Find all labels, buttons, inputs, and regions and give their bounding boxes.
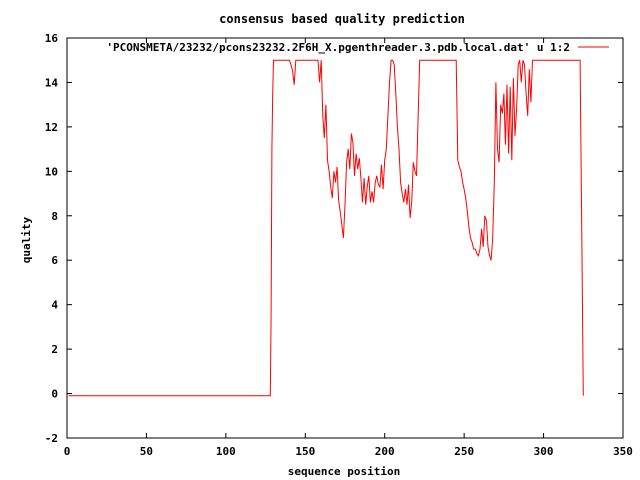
y-tick-label: 12 [45, 121, 58, 134]
y-tick-label: 16 [45, 32, 59, 45]
x-axis-label: sequence position [288, 465, 401, 478]
series-layer [68, 59, 584, 397]
chart-title: consensus based quality prediction [219, 12, 465, 26]
y-tick-label: 6 [51, 254, 58, 267]
x-tick-label: 100 [216, 445, 236, 458]
ticks-layer: 0 50 100 150 200 250 300 350 -2 0 2 4 6 8 10 12 14 16 [45, 32, 633, 458]
legend-label: 'PCONSMETA/23232/pcons23232.2F6H_X.pgent… [106, 41, 570, 54]
x-tick-label: 150 [295, 445, 315, 458]
y-tick-label: 4 [51, 299, 58, 312]
plot-frame [66, 37, 624, 439]
y-tick-label: 8 [51, 210, 58, 223]
x-tick-label: 350 [613, 445, 633, 458]
x-tick-label: 0 [64, 445, 71, 458]
y-tick-label: 0 [51, 388, 58, 401]
y-tick-label: 10 [45, 165, 58, 178]
x-tick-label: 250 [454, 445, 474, 458]
y-tick-label: 14 [45, 76, 59, 89]
y-axis-label: quality [20, 216, 33, 263]
x-tick-label: 50 [140, 445, 153, 458]
x-tick-label: 200 [375, 445, 395, 458]
legend: 'PCONSMETA/23232/pcons23232.2F6H_X.pgent… [106, 41, 609, 54]
y-tick-label: 2 [51, 343, 58, 356]
x-tick-label: 300 [534, 445, 554, 458]
y-tick-label: -2 [45, 432, 58, 445]
series-line-0 [68, 59, 584, 397]
